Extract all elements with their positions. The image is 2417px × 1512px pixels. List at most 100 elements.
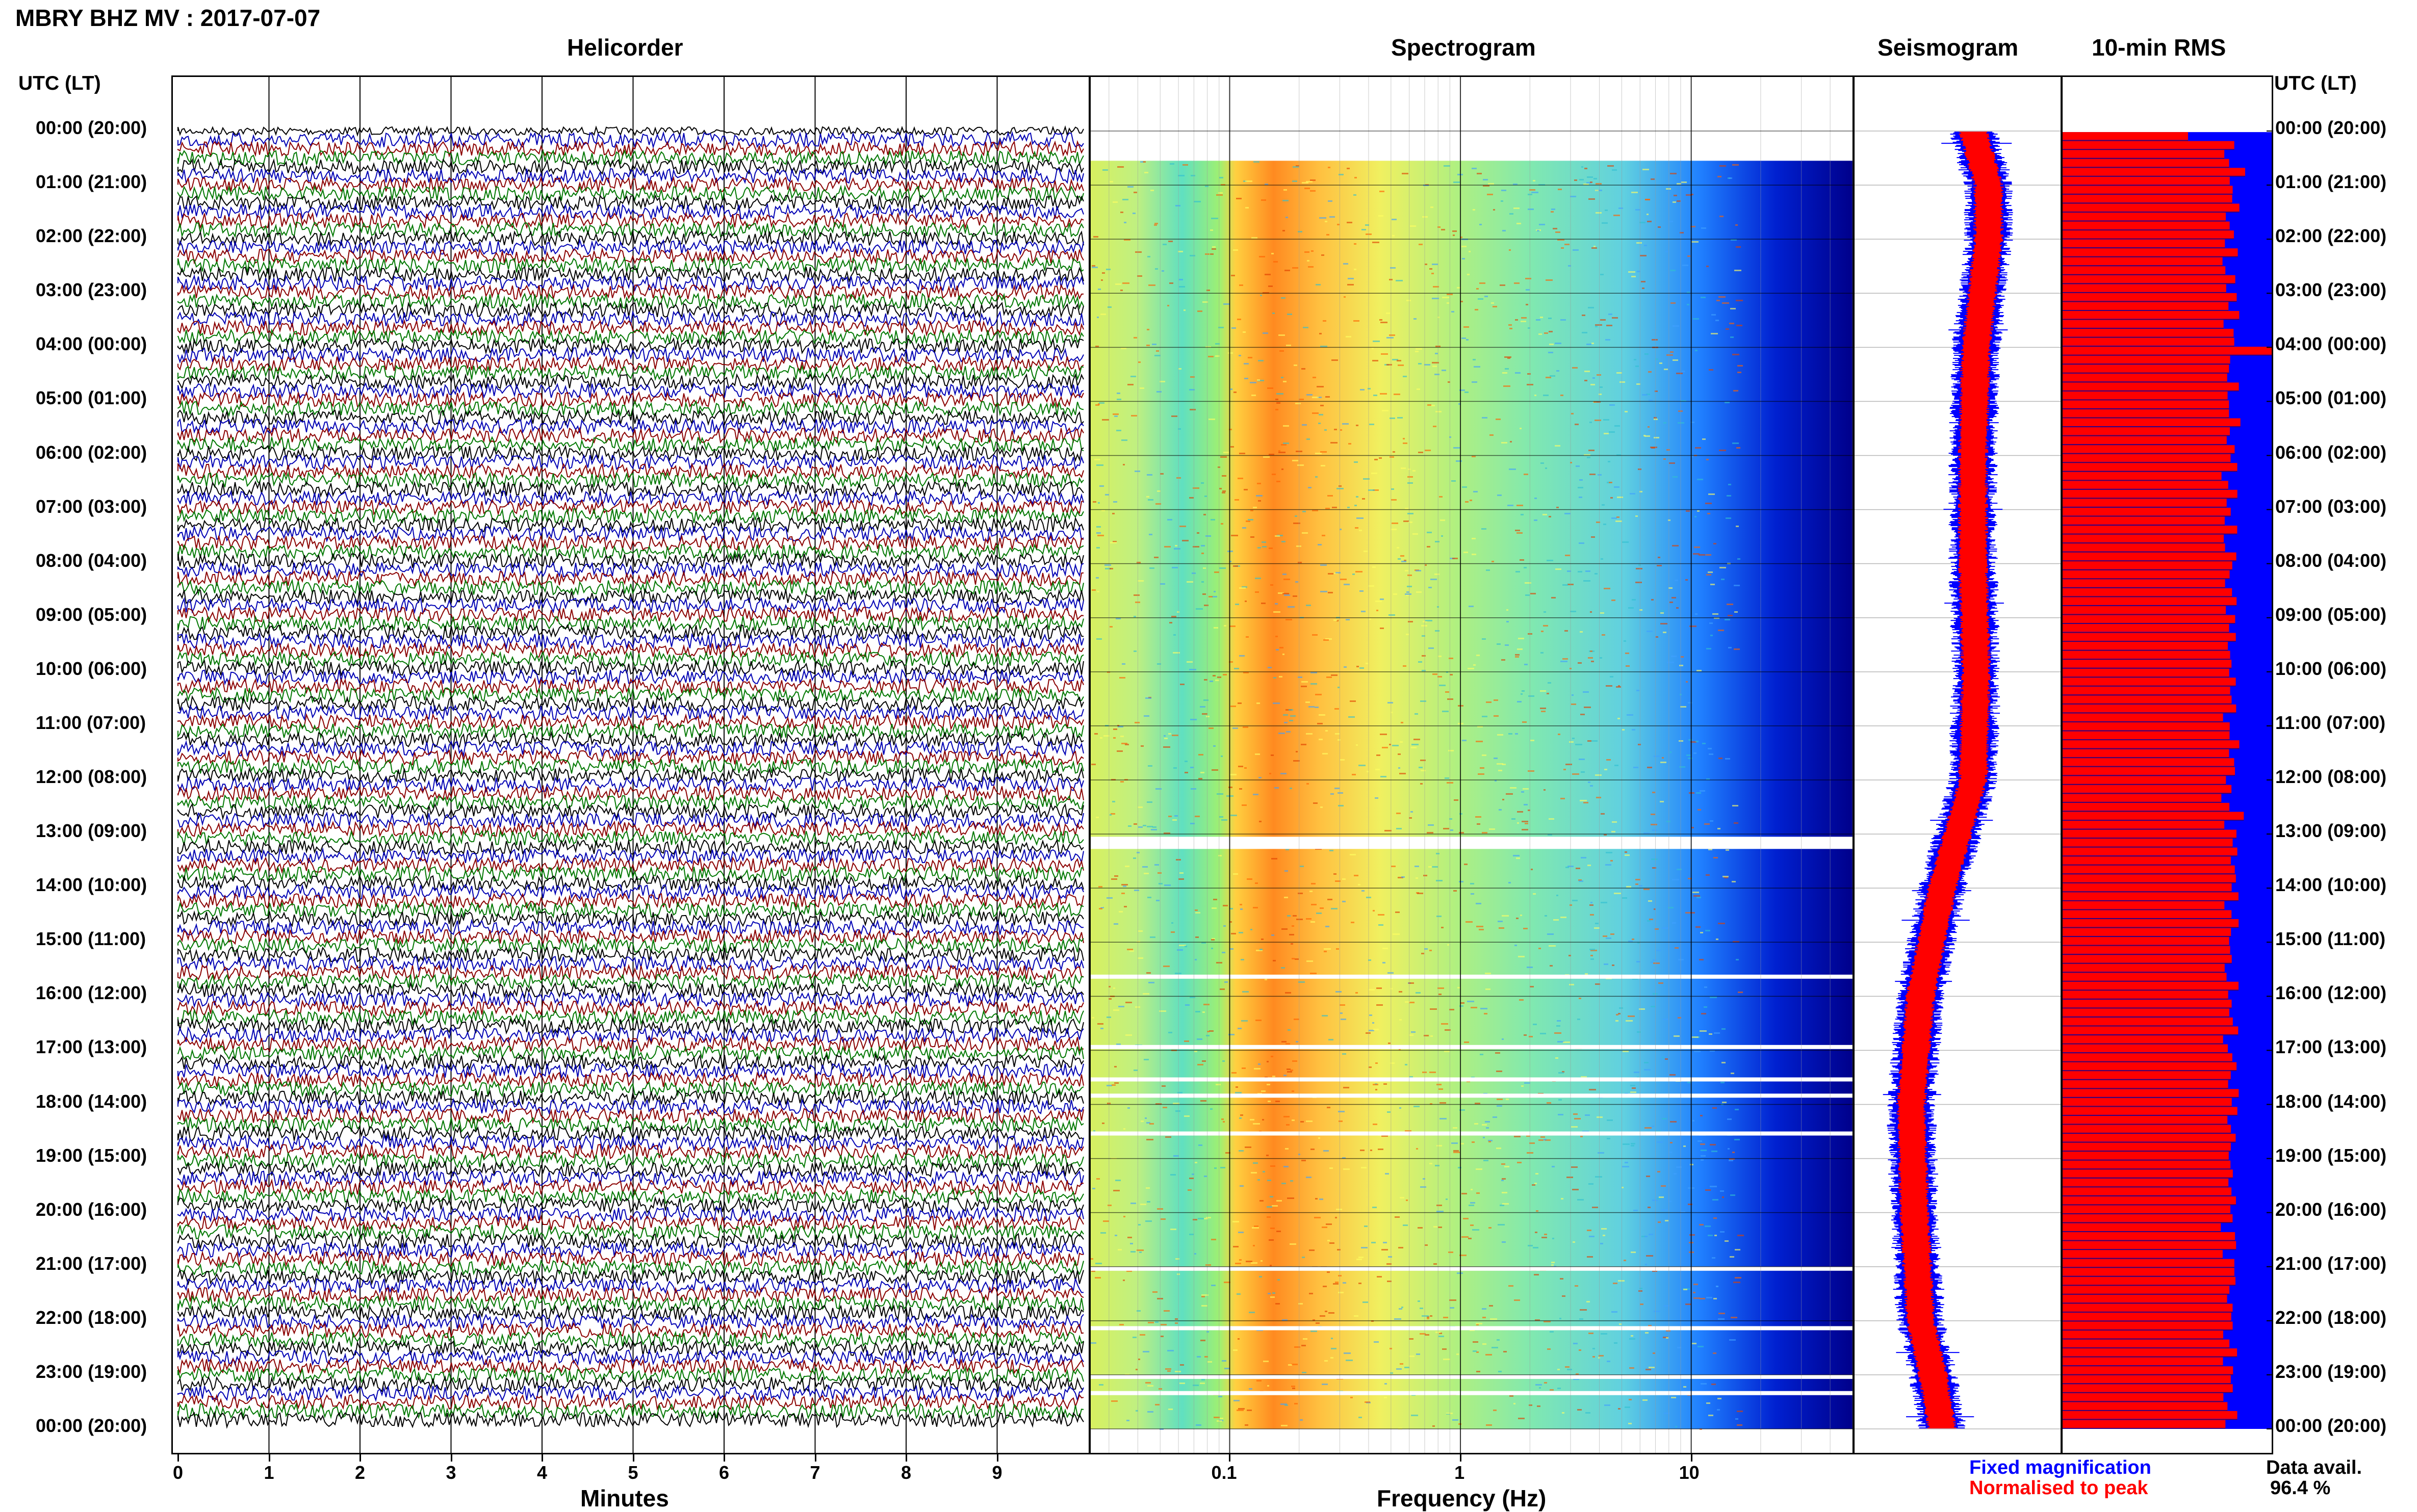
spectrogram-speckle	[1614, 893, 1621, 894]
spectrogram-speckle	[1585, 1412, 1590, 1414]
spectrogram-speckle	[1693, 1292, 1695, 1293]
spectrogram-speckle	[1245, 1146, 1251, 1148]
spectrogram-speckle	[1312, 634, 1318, 636]
spectrogram-speckle	[1589, 1089, 1596, 1090]
spectrogram-speckle	[1587, 176, 1593, 178]
spectrogram-speckle	[1369, 989, 1375, 990]
spectrogram-speckle	[1234, 668, 1239, 669]
spectrogram-speckle	[1197, 1064, 1203, 1065]
spectrogram-speckle	[1233, 565, 1238, 567]
spectrogram-speckle	[1593, 401, 1601, 403]
spectrogram-speckle	[1113, 541, 1117, 542]
spectrogram-speckle	[1185, 772, 1188, 773]
spectrogram-speckle	[1117, 166, 1124, 168]
spectrogram-speckle	[1093, 1130, 1095, 1132]
spectrogram-speckle	[1360, 389, 1365, 390]
rms-bar	[2063, 382, 2239, 390]
spectrogram-speckle	[1134, 890, 1139, 891]
spectrogram-speckle	[1668, 587, 1673, 589]
spectrogram-speckle	[1535, 1384, 1542, 1386]
spectrogram-speckle	[1323, 1150, 1329, 1152]
spectrogram-speckle	[1222, 1360, 1226, 1362]
helicorder-trace	[177, 1026, 1084, 1044]
spectrogram-speckle	[1476, 1168, 1482, 1170]
spectrogram-speckle	[1210, 1108, 1213, 1110]
helicorder-trace	[177, 256, 1084, 274]
rms-bar	[2063, 624, 2229, 632]
spectrogram-speckle	[1119, 677, 1125, 679]
spectrogram-speckle	[1302, 1257, 1305, 1258]
spectrogram-speckle	[1737, 372, 1741, 373]
spectrogram-speckle	[1465, 921, 1473, 923]
spectrogram-speckle	[1204, 496, 1207, 497]
spectrogram-speckle	[1301, 686, 1307, 687]
spectrogram-speckle	[1493, 209, 1495, 211]
spectrogram-speckle	[1486, 1424, 1492, 1426]
spectrogram-speckle	[1473, 1341, 1478, 1343]
spectrogram-speckle	[1243, 672, 1249, 673]
spectrogram-speckle	[1635, 582, 1642, 583]
spectrogram-speckle	[1133, 857, 1136, 859]
spectrogram-speckle	[1125, 866, 1129, 867]
spectrogram-speckle	[1284, 1404, 1288, 1406]
spectrogram-speckle	[1288, 1029, 1291, 1031]
helicorder-trace	[177, 999, 1084, 1018]
spectrogram-speckle	[1283, 1166, 1289, 1167]
spectrogram-speckle	[1666, 821, 1670, 822]
spectrogram-speckle	[1423, 1178, 1425, 1180]
spectrogram-speckle	[1224, 625, 1226, 627]
spectrogram-speckle	[1286, 345, 1291, 346]
spectrogram-speckle	[1401, 561, 1406, 562]
helicorder-x-tick-mark	[542, 1454, 543, 1462]
spectrogram-speckle	[1309, 1249, 1315, 1251]
spectrogram-speckle	[1736, 325, 1742, 326]
spectrogram-speckle	[1652, 829, 1657, 831]
spectrogram-speckle	[1164, 546, 1171, 548]
spectrogram-speckle	[1480, 767, 1484, 769]
spectrogram-speckle	[1190, 823, 1195, 824]
spectrogram-speckle	[1292, 1388, 1295, 1389]
spectrogram-speckle	[1361, 1167, 1367, 1168]
spectrogram-speckle	[1443, 1359, 1450, 1360]
spectrogram-x-tick-mark	[1229, 1454, 1231, 1462]
spectrogram-speckle	[1731, 239, 1737, 241]
spectrogram-speckle	[1675, 947, 1679, 949]
spectrogram-speckle	[1572, 900, 1578, 901]
spectrogram-speckle	[1436, 853, 1439, 854]
spectrogram-speckle	[1195, 1011, 1200, 1012]
spectrogram-speckle	[1306, 783, 1309, 785]
spectrogram-speckle	[1281, 468, 1283, 470]
spectrogram-speckle	[1587, 1230, 1591, 1231]
spectrogram-speckle	[1496, 1148, 1501, 1149]
spectrogram-speckle	[1333, 1283, 1339, 1285]
spectrogram-speckle	[1450, 674, 1453, 675]
spectrogram-speckle	[1653, 962, 1660, 964]
spectrogram-speckle	[1239, 284, 1243, 286]
spectrogram-speckle	[1471, 1007, 1477, 1008]
rms-bar	[2063, 758, 2234, 766]
spectrogram-speckle	[1600, 612, 1604, 614]
spectrogram-speckle	[1540, 708, 1546, 709]
spectrogram-speckle	[1732, 805, 1738, 806]
spectrogram-speckle	[1192, 1174, 1194, 1175]
spectrogram-speckle	[1175, 1110, 1180, 1112]
spectrogram-gap	[1091, 1077, 1853, 1082]
spectrogram-speckle	[1369, 618, 1371, 620]
spectrogram-speckle	[1520, 915, 1522, 916]
spectrogram-speckle	[1588, 307, 1594, 308]
rms-bar	[2063, 668, 2229, 677]
spectrogram-speckle	[1399, 1019, 1402, 1021]
spectrogram-speckle	[1525, 582, 1531, 584]
spectrogram-speckle	[1654, 437, 1659, 438]
spectrogram-speckle	[1515, 319, 1518, 321]
spectrogram-speckle	[1138, 957, 1143, 959]
spectrogram-speckle	[1173, 634, 1176, 636]
spectrogram-speckle	[1300, 1121, 1304, 1123]
spectrogram-speckle	[1521, 693, 1523, 695]
spectrogram-speckle	[1152, 826, 1156, 828]
spectrogram-speckle	[1338, 792, 1343, 794]
time-tick-right: 22:00 (18:00)	[2275, 1307, 2387, 1328]
rms-bar	[2063, 1044, 2228, 1053]
spectrogram-speckle	[1284, 594, 1290, 596]
spectrogram-speckle	[1499, 927, 1504, 929]
